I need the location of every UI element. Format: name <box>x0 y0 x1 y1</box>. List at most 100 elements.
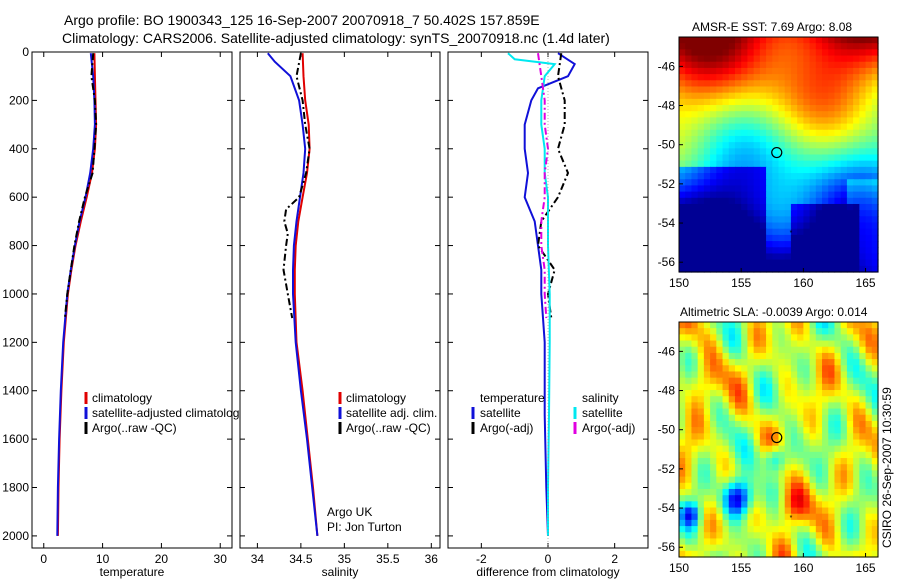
sst-map-cell <box>865 142 873 149</box>
sla-map-cell <box>846 359 854 366</box>
sla-map-cell <box>716 377 724 385</box>
sla-map-cell <box>853 538 860 546</box>
sst-map-cell <box>703 179 711 187</box>
sla-map-cell <box>685 402 693 410</box>
sla-map-cell <box>871 464 879 472</box>
sst-map-cell <box>822 166 829 174</box>
sla-map-cell <box>840 334 848 342</box>
sla-map-cell <box>853 550 860 558</box>
sla-map-title: Altimetric SLA: -0.0039 Argo: 0.014 <box>680 305 868 319</box>
sla-map-cell <box>759 532 767 540</box>
sst-map-cell <box>741 80 749 88</box>
sla-map-cell <box>691 396 699 403</box>
sla-map-cell <box>809 365 817 373</box>
sla-map-cell <box>710 501 717 509</box>
sst-map-cell <box>691 49 699 57</box>
salinity-xtick-label: 35 <box>338 552 352 566</box>
sla-map-cell <box>790 501 798 509</box>
sla-map-cell <box>772 334 780 342</box>
sst-map-cell <box>703 234 711 242</box>
sla-map-cell <box>759 488 767 496</box>
salinity-xlabel: salinity <box>322 565 359 579</box>
sst-map-cell <box>710 259 717 267</box>
sla-map-cell <box>834 532 842 540</box>
sla-map-cell <box>728 396 736 403</box>
sla-map-cell <box>685 507 693 515</box>
temperature-ytick-label: 800 <box>9 239 29 253</box>
sst-map-cell <box>741 105 749 112</box>
sla-map-cell <box>797 532 804 540</box>
sla-map-cell <box>815 433 823 441</box>
sst-map-cell <box>772 105 780 112</box>
sla-map-cell <box>834 340 842 348</box>
sst-map-cell <box>865 216 873 224</box>
sst-map-cell <box>834 43 842 50</box>
sla-map-cell <box>753 532 761 540</box>
sla-map-cell <box>753 322 761 329</box>
sla-map-cell <box>797 322 804 329</box>
sst-map-cell <box>840 49 848 57</box>
sla-map-cell <box>697 408 705 416</box>
sla-map-cell <box>766 464 773 472</box>
sla-map-cell <box>722 519 730 527</box>
sst-map-cell <box>759 148 767 156</box>
sst-map-cell <box>697 185 705 193</box>
sla-map-cell <box>834 464 842 472</box>
sst-map-cell <box>853 86 860 94</box>
sla-map-cell <box>691 458 699 465</box>
sst-map-cell <box>834 197 842 205</box>
sla-map-cell <box>784 488 792 496</box>
sst-map-ytick-label: -46 <box>658 59 676 73</box>
sla-map-cell <box>691 371 699 379</box>
sla-map-cell <box>815 513 823 521</box>
sla-map-cell <box>822 482 829 490</box>
sst-map-cell <box>697 117 705 125</box>
sla-map-cell <box>722 439 730 447</box>
sla-map-cell <box>803 396 811 403</box>
sla-map-cell <box>734 402 742 410</box>
sst-map-cell <box>753 191 761 199</box>
sla-map-cell <box>790 359 798 366</box>
sst-map-cell <box>679 37 686 44</box>
sla-map-cell <box>753 519 761 527</box>
sst-map-cell <box>679 179 686 187</box>
sst-map-cell <box>809 111 817 118</box>
sst-map-cell <box>728 228 736 236</box>
sla-map-cell <box>853 396 860 403</box>
sla-map-cell <box>741 451 749 459</box>
sla-map-cell <box>766 495 773 502</box>
sst-map-cell <box>722 154 730 162</box>
sst-map-cell <box>778 67 786 75</box>
sla-map-cell <box>859 476 867 484</box>
sla-map-cell <box>697 464 705 472</box>
sla-map-cell <box>697 451 705 459</box>
sst-map-cell <box>865 148 873 156</box>
sst-map-cell <box>803 80 811 88</box>
sst-map-cell <box>716 61 724 69</box>
sst-map-cell <box>722 148 730 156</box>
sst-map-cell <box>815 166 823 174</box>
sst-map-cell <box>797 173 804 180</box>
sla-map-cell <box>778 538 786 546</box>
sla-map-cell <box>679 340 686 348</box>
sla-map-cell <box>741 408 749 416</box>
sla-map-cell <box>778 532 786 540</box>
sla-map-cell <box>865 359 873 366</box>
sla-map-cell <box>728 507 736 515</box>
sst-map-cell <box>753 105 761 112</box>
sla-map-cell <box>679 346 686 354</box>
sst-map-cell <box>722 55 730 63</box>
sst-map-cell <box>766 160 773 168</box>
sla-map-cell <box>703 427 711 434</box>
sla-map-cell <box>778 334 786 342</box>
sla-map-cell <box>859 433 867 441</box>
sst-map-cell <box>716 234 724 242</box>
sla-map-cell <box>809 445 817 453</box>
sst-map-cell <box>710 179 717 187</box>
sst-map-cell <box>716 154 724 162</box>
sla-map-cell <box>759 519 767 527</box>
sla-map-cell <box>716 383 724 391</box>
sst-map-cell <box>778 86 786 94</box>
sst-map-cell <box>710 166 717 174</box>
sst-map-cell <box>728 234 736 242</box>
